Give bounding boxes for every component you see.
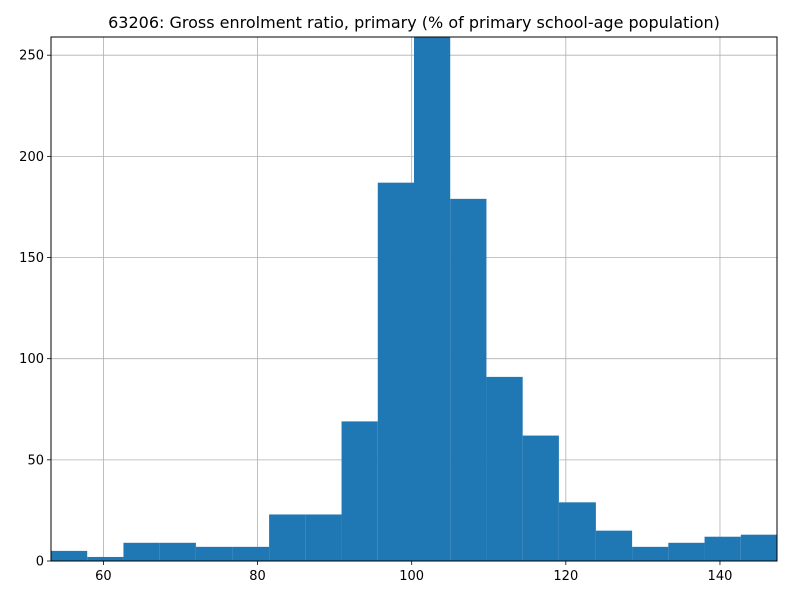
- plot-frame: [50, 36, 778, 562]
- y-tick-label: 0: [36, 555, 44, 570]
- histogram-bar: [558, 502, 596, 561]
- histogram-bar: [87, 556, 124, 561]
- histogram-bar: [123, 542, 160, 561]
- chart-title: 63206: Gross enrolment ratio, primary (%…: [108, 13, 720, 32]
- histogram-bar: [668, 542, 705, 561]
- histogram-bar: [51, 550, 88, 561]
- x-tick-label: 80: [249, 569, 266, 584]
- y-tick-label: 200: [19, 150, 44, 165]
- histogram-bar: [195, 546, 233, 561]
- y-tick-label: 150: [19, 251, 44, 266]
- x-tick-label: 100: [399, 569, 424, 584]
- y-tick-label: 250: [19, 49, 44, 64]
- x-tick-label: 60: [95, 569, 112, 584]
- y-tick-label: 50: [27, 453, 44, 468]
- histogram-bar: [377, 182, 414, 561]
- histogram-bar: [269, 514, 306, 561]
- x-tick-label: 120: [553, 569, 578, 584]
- histogram-bar: [595, 530, 633, 561]
- histogram-bar: [305, 514, 342, 561]
- histogram-bar: [740, 534, 777, 561]
- x-tick-label: 140: [708, 569, 733, 584]
- histogram-bar: [522, 435, 559, 561]
- histogram-bar: [632, 546, 669, 561]
- histogram-bars: [51, 37, 777, 562]
- y-tick-label: 100: [19, 352, 44, 367]
- histogram-bar: [704, 536, 741, 561]
- histogram-bar: [414, 37, 451, 561]
- histogram-bar: [450, 198, 487, 562]
- histogram-bar: [341, 421, 378, 561]
- histogram-bar: [159, 542, 196, 561]
- axis-ticks: 60 80 100 120 140 0 50 100 150 200 250: [19, 49, 732, 584]
- histogram-bar: [486, 376, 523, 561]
- histogram-bar: [232, 546, 270, 561]
